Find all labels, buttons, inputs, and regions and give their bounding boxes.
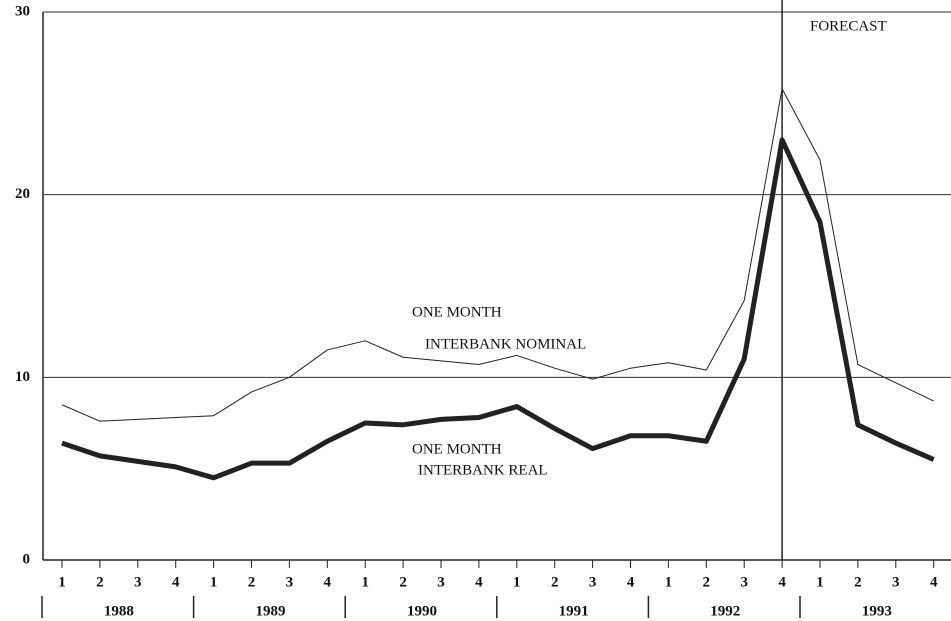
year-label: 1989 [255,603,285,619]
x-tick-label: 1 [816,574,824,590]
x-tick-label: 4 [172,574,180,590]
x-tick-label: 2 [703,574,711,590]
year-label: 1992 [710,603,740,619]
x-tick-label: 3 [286,574,294,590]
year-label: 1991 [559,603,589,619]
x-tick-label: 4 [324,574,332,590]
x-tick-label: 2 [399,574,407,590]
year-label: 1990 [407,603,437,619]
x-tick-label: 3 [740,574,748,590]
x-tick-label: 4 [475,574,483,590]
x-tick-label: 2 [248,574,256,590]
y-tick-label: 0 [23,551,31,567]
series-label: ONE MONTH [412,304,502,320]
x-tick-label: 3 [437,574,445,590]
x-tick-label: 3 [892,574,900,590]
series-label: INTERBANK REAL [418,462,548,478]
x-tick-label: 1 [58,574,66,590]
year-label: 1988 [104,603,134,619]
year-label: 1993 [862,603,892,619]
y-tick-label: 10 [15,369,30,385]
series-line [61,137,935,481]
x-tick-label: 1 [665,574,673,590]
x-tick-label: 4 [778,574,786,590]
x-tick-label: 3 [589,574,597,590]
series-label: INTERBANK NOMINAL [425,336,586,352]
x-tick-label: 2 [551,574,559,590]
x-tick-label: 4 [930,574,938,590]
forecast-label: FORECAST [810,18,887,34]
series-line [61,88,934,422]
x-tick-label: 1 [513,574,521,590]
x-tick-label: 1 [210,574,218,590]
x-tick-label: 1 [361,574,369,590]
series-label: ONE MONTH [412,441,502,457]
x-tick-label: 4 [627,574,635,590]
y-tick-label: 20 [15,186,30,202]
x-tick-label: 2 [854,574,862,590]
x-tick-label: 3 [134,574,142,590]
y-tick-label: 30 [15,3,30,19]
x-tick-label: 2 [96,574,104,590]
